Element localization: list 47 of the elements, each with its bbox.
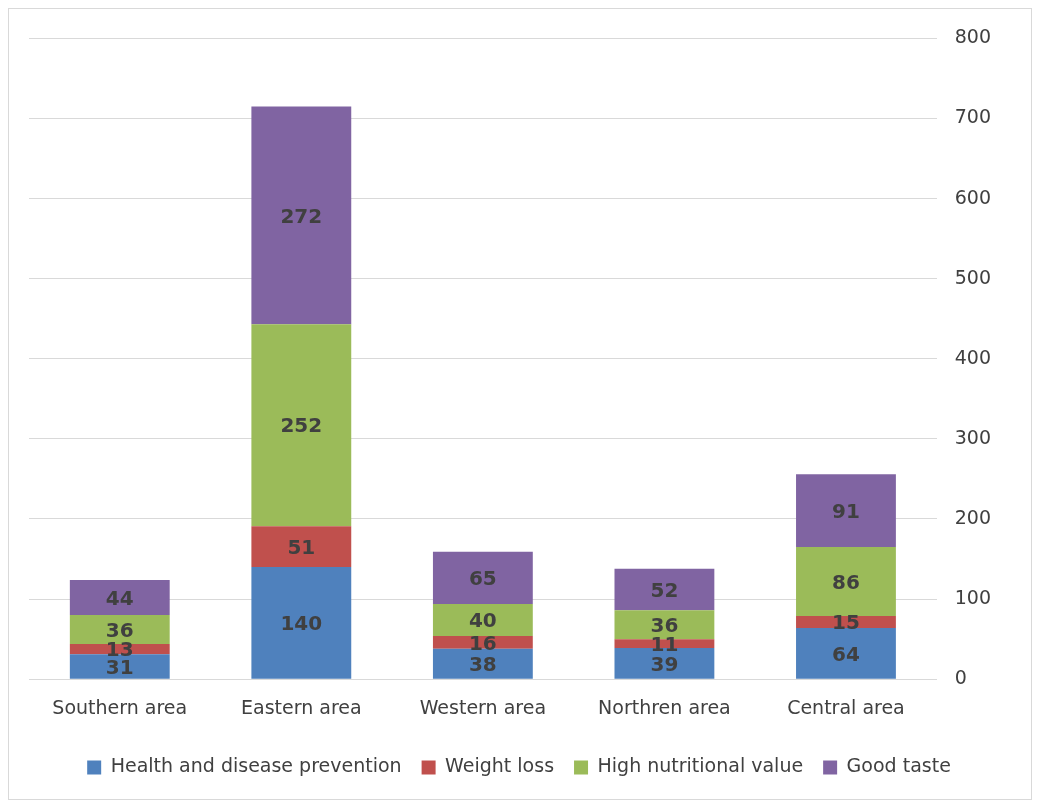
data-label: 86 [832,569,860,594]
bar [69,579,170,616]
y-tick-label: 700 [954,105,991,128]
legend-label: Good taste [846,754,951,777]
data-label: 44 [105,585,134,610]
data-label: 52 [650,577,679,602]
y-tick-label: 100 [954,586,991,609]
bar [251,324,352,527]
data-label: 91 [832,498,860,523]
y-tick-label: 600 [954,185,991,208]
x-tick-label: Western area [419,695,547,718]
bar [69,654,170,679]
data-label: 36 [650,612,679,637]
legend-label: Weight loss [445,754,555,777]
data-label: 65 [468,566,497,591]
data-label: 272 [280,203,323,228]
y-tick-label: 500 [954,265,991,288]
x-tick-label: Central area [787,695,905,718]
legend-label: Health and disease prevention [110,754,402,777]
bar [251,526,352,568]
y-tick-label: 0 [954,666,967,689]
bar [432,648,533,679]
y-tick-label: 300 [954,425,991,448]
y-tick-label: 800 [954,25,991,48]
y-tick-label: 200 [954,505,991,528]
data-label: 51 [287,534,316,559]
y-tick-label: 400 [954,345,991,368]
bar [796,474,896,548]
bar [614,568,715,611]
data-label: 140 [280,611,323,636]
bar [796,627,896,679]
data-label: 40 [468,608,497,633]
data-label: 15 [832,610,860,635]
bar [251,567,352,679]
x-tick-label: Southern area [52,695,188,718]
x-tick-label: Eastern area [241,695,362,718]
data-label: 39 [650,651,679,676]
bar [796,547,896,616]
legend-label: High nutritional value [597,754,804,777]
bar [432,551,533,604]
x-tick-label: Northren area [598,695,731,718]
data-label: 64 [832,641,860,666]
data-label: 252 [280,413,323,438]
bar [251,106,352,325]
bar [432,603,533,636]
data-label: 36 [105,617,134,642]
bar [69,615,170,644]
